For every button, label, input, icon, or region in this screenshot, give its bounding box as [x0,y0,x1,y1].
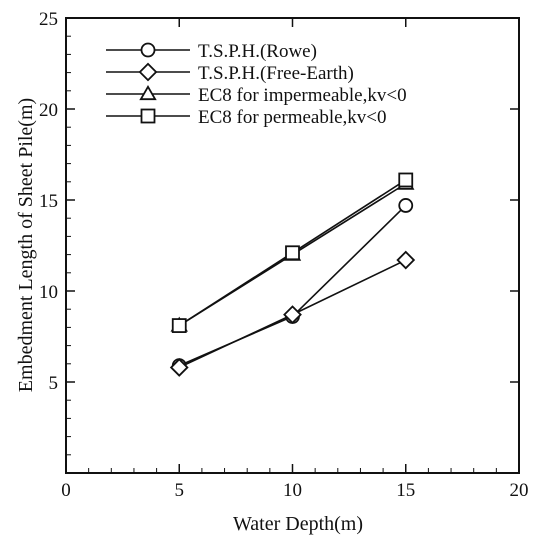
x-axis-title: Water Depth(m) [233,513,363,535]
y-tick-label: 5 [49,373,59,394]
x-tick-label: 0 [61,480,71,501]
series-4 [171,172,414,333]
series-line [178,204,407,367]
legend-marker-circle [140,42,156,58]
legend-label: T.S.P.H.(Rowe) [198,41,317,62]
legend-label: T.S.P.H.(Free-Earth) [198,63,354,84]
y-tick-label: 25 [39,9,58,30]
x-tick-label: 15 [396,480,415,501]
legend-entry-4: EC8 for permeable,kv<0 [106,107,387,128]
legend-label: EC8 for permeable,kv<0 [198,107,387,128]
y-tick-label: 10 [39,282,58,303]
x-tick-label: 10 [283,480,302,501]
series-group [169,172,416,377]
series-2 [169,250,416,377]
legend-label: EC8 for impermeable,kv<0 [198,85,407,106]
x-tick-label: 5 [175,480,185,501]
y-axis-title: Embedment Length of Sheet Pile(m) [15,98,37,392]
legend-entry-1: T.S.P.H.(Rowe) [106,41,317,62]
legend-marker-diamond [138,62,158,82]
data-point-diamond [396,250,416,270]
x-tick-label: 20 [510,480,529,501]
data-point-square [285,245,300,261]
data-point-diamond [283,305,302,325]
legend-marker-triangle [139,85,157,101]
legend-entry-3: EC8 for impermeable,kv<0 [106,85,407,106]
data-point-square [171,318,187,333]
y-tick-label: 15 [39,191,58,212]
series-1 [171,198,414,374]
data-point-diamond [169,358,189,377]
y-tick-label: 20 [39,100,58,121]
legend-marker-square [140,108,156,124]
data-point-square [398,172,414,188]
legend: T.S.P.H.(Rowe)T.S.P.H.(Free-Earth)EC8 fo… [106,41,407,128]
data-point-circle [398,198,414,213]
legend-entry-2: T.S.P.H.(Free-Earth) [106,62,354,84]
axes: 0 5 10 15 20 5 10 15 20 25 [39,9,529,501]
